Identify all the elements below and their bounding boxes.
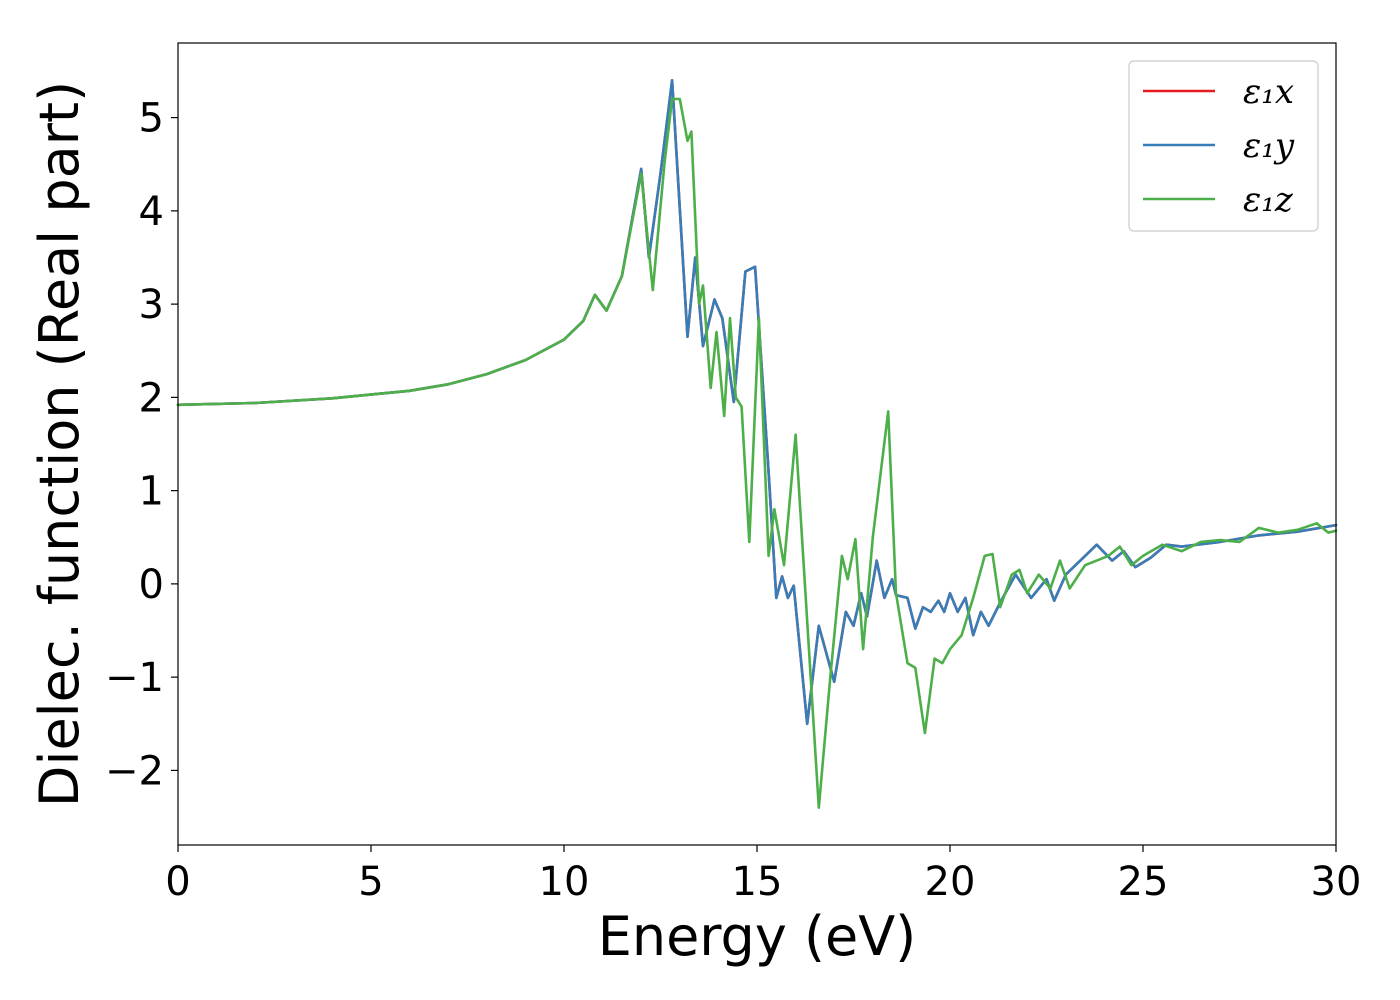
- legend-label-2: ε₁y: [1243, 126, 1295, 166]
- x-tick-label: 20: [925, 859, 976, 905]
- x-tick-label: 10: [539, 859, 590, 905]
- series-layer: [176, 79, 1338, 809]
- x-tick-label: 15: [732, 859, 783, 905]
- legend-box: [1128, 60, 1319, 232]
- y-tick-label: 0: [139, 562, 164, 608]
- y-axis-title: Dielec. function (Real part): [28, 81, 91, 807]
- legend: ε₁x ε₁y ε₁z: [1128, 60, 1319, 232]
- series-line-3: [176, 97, 1338, 809]
- y-tick-label: 1: [139, 469, 164, 515]
- y-axis: −2 −1 0 1 2 3 4 5: [105, 96, 178, 794]
- y-tick-label: 2: [139, 375, 164, 421]
- x-tick-label: 5: [358, 859, 383, 905]
- x-axis-title: Energy (eV): [598, 905, 917, 968]
- y-tick-label: −1: [105, 655, 164, 701]
- x-tick-label: 30: [1311, 859, 1362, 905]
- y-tick-label: 5: [139, 96, 164, 142]
- x-tick-label: 25: [1118, 859, 1169, 905]
- legend-label-1: ε₁x: [1243, 72, 1294, 112]
- legend-label-3: ε₁z: [1243, 180, 1294, 220]
- x-axis: 0 5 10 15 20 25 30: [165, 845, 1361, 905]
- x-tick-label: 0: [165, 859, 190, 905]
- y-tick-label: 3: [139, 282, 164, 328]
- y-tick-label: 4: [139, 189, 164, 235]
- y-tick-label: −2: [105, 748, 164, 794]
